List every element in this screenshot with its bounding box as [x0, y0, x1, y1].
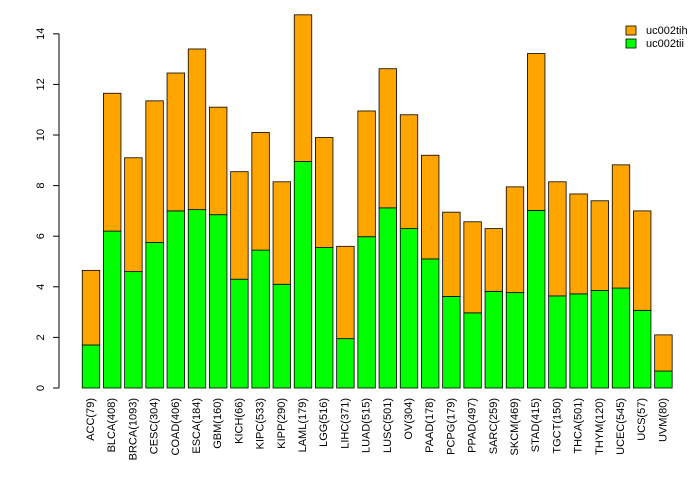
x-tick-label-12: LIHC(371) [339, 398, 351, 449]
x-tick-label-23: THCA(501) [573, 398, 585, 454]
x-tick-label-17: PCPG(179) [445, 398, 457, 455]
bar-uc002tih-24 [590, 200, 609, 291]
bar-uc002tih-21 [527, 53, 546, 211]
x-tick-label-18: PPAD(497) [467, 398, 479, 453]
bar-uc002tii-26 [633, 309, 652, 389]
x-tick-label-27: UVM(80) [657, 398, 669, 442]
y-tick-label-4: 8 [35, 183, 47, 189]
legend-swatch-uc002tih [625, 25, 637, 36]
bar-uc002tih-26 [633, 210, 652, 311]
bar-uc002tih-2 [124, 157, 143, 273]
bar-uc002tih-3 [145, 100, 164, 243]
bar-uc002tih-12 [336, 245, 355, 340]
x-tick-label-19: SARC(259) [488, 398, 500, 454]
bar-uc002tii-23 [569, 293, 588, 389]
bar-uc002tii-21 [527, 209, 546, 389]
bar-uc002tih-11 [315, 137, 334, 248]
x-tick-label-26: UCS(57) [636, 398, 648, 441]
bar-uc002tih-1 [103, 92, 122, 232]
bar-uc002tih-25 [611, 164, 631, 289]
y-tick-label-3: 6 [35, 233, 47, 239]
bar-uc002tii-16 [421, 258, 440, 389]
bar-uc002tih-0 [81, 269, 101, 346]
y-tick-label-6: 12 [35, 78, 47, 90]
y-tick-label-0: 0 [35, 385, 47, 391]
bar-uc002tih-15 [399, 114, 419, 230]
bar-uc002tih-17 [442, 211, 461, 297]
bar-uc002tii-20 [505, 292, 525, 389]
bar-uc002tii-17 [442, 296, 461, 389]
x-tick-label-11: LGG(516) [318, 398, 330, 447]
bar-uc002tih-10 [293, 14, 313, 162]
y-tick-label-5: 10 [35, 129, 47, 141]
x-tick-label-7: KICH(66) [233, 398, 245, 444]
bar-uc002tii-12 [336, 338, 355, 389]
x-tick-label-16: PAAD(178) [424, 398, 436, 453]
bar-uc002tih-13 [357, 110, 376, 238]
x-tick-label-8: KIPC(533) [255, 398, 267, 449]
x-tick-label-1: BLCA(408) [106, 398, 118, 452]
x-tick-label-10: LAML(179) [297, 398, 309, 452]
bar-uc002tii-11 [315, 247, 334, 389]
bar-uc002tih-19 [484, 228, 503, 292]
bar-uc002tih-27 [654, 334, 673, 372]
bar-uc002tih-14 [378, 68, 397, 209]
bar-uc002tii-24 [590, 290, 609, 389]
x-tick-label-20: SKCM(469) [509, 398, 521, 455]
legend-label-uc002tih: uc002tih [646, 25, 688, 37]
bar-uc002tih-20 [505, 186, 525, 294]
bar-uc002tii-3 [145, 242, 164, 389]
legend-swatch-uc002tii [625, 38, 637, 49]
x-tick-label-14: LUSC(501) [382, 398, 394, 453]
x-tick-label-13: LUAD(515) [361, 398, 373, 453]
bar-uc002tii-13 [357, 236, 376, 389]
bar-uc002tii-15 [399, 228, 419, 389]
bar-uc002tii-25 [611, 287, 631, 389]
x-tick-label-6: GBM(160) [212, 398, 224, 449]
bar-uc002tii-4 [166, 210, 185, 389]
bar-uc002tih-5 [187, 48, 207, 211]
legend-label-uc002tii: uc002tii [646, 38, 684, 50]
bar-uc002tii-19 [484, 290, 503, 389]
bar-uc002tii-14 [378, 207, 397, 389]
x-tick-label-4: COAD(406) [170, 398, 182, 455]
bar-uc002tii-2 [124, 271, 143, 389]
bar-uc002tii-10 [293, 161, 313, 389]
x-tick-label-3: CESC(304) [149, 398, 161, 454]
x-tick-label-5: ESCA(184) [191, 398, 203, 454]
bar-uc002tii-5 [187, 209, 207, 389]
bar-uc002tih-23 [569, 193, 588, 295]
x-tick-label-15: OV(304) [403, 398, 415, 440]
bar-uc002tih-9 [272, 181, 291, 285]
bar-uc002tii-6 [209, 214, 228, 389]
bar-uc002tih-16 [421, 154, 440, 260]
y-tick-label-2: 4 [35, 284, 47, 290]
bar-uc002tii-0 [81, 344, 101, 389]
y-tick-label-1: 2 [35, 334, 47, 340]
bar-uc002tih-4 [166, 72, 185, 212]
x-tick-label-2: BRCA(1093) [127, 398, 139, 460]
x-tick-label-24: THYM(120) [594, 398, 606, 455]
x-tick-label-0: ACC(79) [85, 398, 97, 441]
bar-uc002tii-7 [230, 278, 249, 389]
bar-uc002tii-18 [463, 312, 482, 389]
bar-uc002tii-1 [103, 230, 122, 389]
x-tick-label-21: STAD(415) [530, 398, 542, 452]
bar-uc002tih-22 [548, 181, 567, 297]
bar-uc002tii-9 [272, 283, 291, 389]
y-tick-label-7: 14 [35, 28, 47, 40]
x-tick-label-9: KIPP(290) [276, 398, 288, 449]
bar-uc002tii-27 [654, 370, 673, 389]
x-tick-label-25: UCEC(545) [615, 398, 627, 455]
bar-uc002tih-8 [251, 132, 270, 251]
bar-uc002tih-18 [463, 221, 482, 314]
bar-uc002tih-7 [230, 171, 249, 280]
bar-uc002tii-22 [548, 295, 567, 389]
x-tick-label-22: TGCT(150) [551, 398, 563, 454]
bar-uc002tii-8 [251, 249, 270, 389]
bar-uc002tih-6 [209, 106, 228, 216]
